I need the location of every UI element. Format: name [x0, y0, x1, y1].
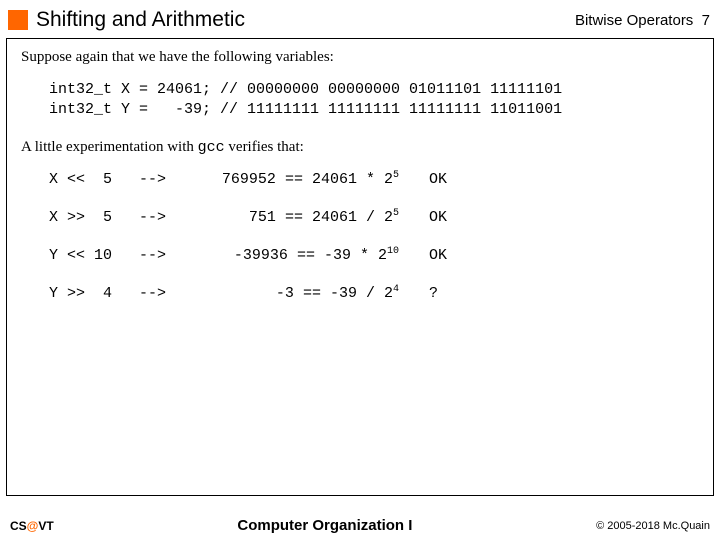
result-cell: -3 == -39 / 24 [189, 284, 429, 302]
verify-post: verifies that: [225, 139, 304, 155]
footer-left: CS@VT [10, 519, 54, 533]
result-cell: -39936 == -39 * 210 [189, 246, 429, 264]
section-name: Bitwise Operators [575, 12, 693, 29]
code-line-0: int32_t X = 24061; // 00000000 00000000 … [49, 81, 562, 98]
footer-right: © 2005-2018 Mc.Quain [596, 520, 710, 532]
slide-footer: CS@VT Computer Organization I © 2005-201… [0, 517, 720, 534]
result-cell: 769952 == 24061 * 25 [189, 170, 429, 188]
status-cell: OK [429, 171, 469, 188]
arrow-cell: --> [139, 209, 189, 226]
gcc-code: gcc [198, 139, 225, 156]
content-frame: Suppose again that we have the following… [6, 38, 714, 496]
arrow-cell: --> [139, 285, 189, 302]
table-row: Y << 10 --> -39936 == -39 * 210 OK [49, 246, 699, 264]
result-cell: 751 == 24061 / 25 [189, 208, 429, 226]
table-row: X >> 5 --> 751 == 24061 / 25 OK [49, 208, 699, 226]
verify-text: A little experimentation with gcc verifi… [21, 139, 699, 156]
footer-at: @ [27, 519, 39, 533]
code-block: int32_t X = 24061; // 00000000 00000000 … [49, 80, 699, 121]
footer-cs: CS [10, 519, 27, 533]
expr-cell: Y >> 4 [49, 285, 139, 302]
code-line-1: int32_t Y = -39; // 11111111 11111111 11… [49, 101, 562, 118]
slide-topright: Bitwise Operators 7 [575, 12, 710, 29]
accent-square [8, 10, 28, 30]
footer-center: Computer Organization I [54, 517, 596, 534]
table-row: X << 5 --> 769952 == 24061 * 25 OK [49, 170, 699, 188]
page-number: 7 [702, 12, 710, 29]
footer-vt: VT [38, 519, 53, 533]
verify-pre: A little experimentation with [21, 139, 198, 155]
intro-text: Suppose again that we have the following… [21, 49, 699, 66]
expr-cell: X << 5 [49, 171, 139, 188]
arrow-cell: --> [139, 247, 189, 264]
slide-title: Shifting and Arithmetic [36, 8, 575, 32]
results-table: X << 5 --> 769952 == 24061 * 25 OK X >> … [49, 170, 699, 302]
slide-header: Shifting and Arithmetic Bitwise Operator… [0, 0, 720, 38]
table-row: Y >> 4 --> -3 == -39 / 24 ? [49, 284, 699, 302]
status-cell: OK [429, 247, 469, 264]
expr-cell: Y << 10 [49, 247, 139, 264]
expr-cell: X >> 5 [49, 209, 139, 226]
status-cell: OK [429, 209, 469, 226]
status-cell: ? [429, 285, 469, 302]
arrow-cell: --> [139, 171, 189, 188]
